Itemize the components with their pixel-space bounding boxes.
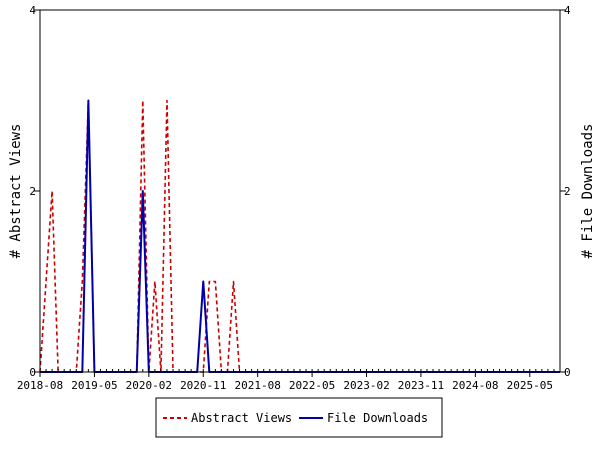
y-right-tick-label: 4 <box>564 4 571 17</box>
legend: Abstract Views File Downloads <box>155 397 443 438</box>
y-left-tick-label: 4 <box>29 4 36 17</box>
y-right-tick-label: 2 <box>564 185 571 198</box>
plot-area <box>39 99 560 373</box>
x-tick-label: 2020-02 <box>126 379 172 392</box>
x-tick-label: 2018-08 <box>17 379 63 392</box>
series-line-file-downloads <box>40 99 560 373</box>
legend-label-abstract-views: Abstract Views <box>191 411 292 425</box>
axes: 2018-08 2019-05 2020-02 2020-11 2021-08 2022-… <box>17 4 571 392</box>
x-tick-label: 2019-05 <box>71 379 117 392</box>
series-line-abstract-views <box>39 99 560 373</box>
x-tick-label: 2024-08 <box>452 379 498 392</box>
x-tick-label: 2020-11 <box>180 379 226 392</box>
y-axis-title-left: # Abstract Views <box>8 124 24 259</box>
y-axis-title-right: # File Downloads <box>580 124 596 259</box>
x-tick-label: 2025-05 <box>507 379 553 392</box>
plot-frame <box>39 9 561 373</box>
legend-label-file-downloads: File Downloads <box>327 411 428 425</box>
y-left-tick-label: 0 <box>29 366 36 379</box>
y-left-tick-label: 2 <box>29 185 36 198</box>
x-tick-label: 2023-02 <box>343 379 389 392</box>
y-right-tick-label: 0 <box>564 366 571 379</box>
x-tick-label: 2022-05 <box>289 379 335 392</box>
x-tick-label: 2021-08 <box>234 379 280 392</box>
x-tick-label: 2023-11 <box>398 379 444 392</box>
